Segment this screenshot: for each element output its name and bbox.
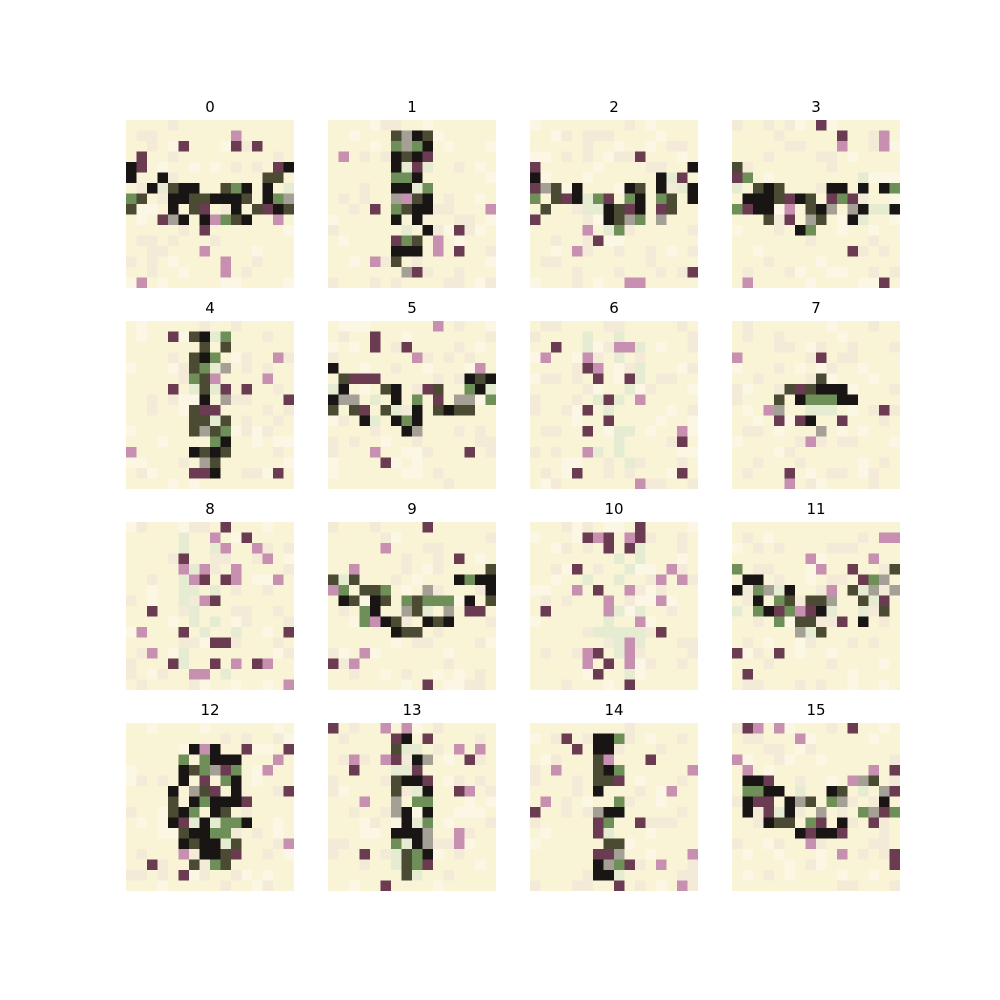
- tile-title: 3: [811, 98, 821, 116]
- tile-title: 11: [806, 500, 826, 518]
- tile-title: 6: [609, 299, 619, 317]
- generated-sample-image: [530, 522, 698, 690]
- generated-sample-image: [328, 522, 496, 690]
- generated-sample-image: [732, 321, 900, 489]
- generated-sample-image: [732, 522, 900, 690]
- tile-title: 14: [604, 701, 624, 719]
- tile-title: 9: [407, 500, 417, 518]
- generated-sample-image: [530, 120, 698, 288]
- tile-title: 8: [205, 500, 215, 518]
- tile-title: 1: [407, 98, 417, 116]
- generated-sample-image: [328, 723, 496, 891]
- generated-sample-image: [126, 723, 294, 891]
- generated-sample-image: [732, 120, 900, 288]
- tile-title: 2: [609, 98, 619, 116]
- generated-sample-image: [126, 120, 294, 288]
- generated-sample-image: [328, 321, 496, 489]
- tile-title: 7: [811, 299, 821, 317]
- tile-title: 13: [402, 701, 422, 719]
- generated-sample-image: [530, 723, 698, 891]
- generated-sample-image: [328, 120, 496, 288]
- generated-sample-image: [530, 321, 698, 489]
- tile-title: 12: [200, 701, 220, 719]
- generated-sample-image: [126, 321, 294, 489]
- generated-sample-image: [126, 522, 294, 690]
- tile-title: 0: [205, 98, 215, 116]
- tile-title: 4: [205, 299, 215, 317]
- tile-title: 10: [604, 500, 624, 518]
- tile-title: 5: [407, 299, 417, 317]
- generated-sample-image: [732, 723, 900, 891]
- tile-title: 15: [806, 701, 826, 719]
